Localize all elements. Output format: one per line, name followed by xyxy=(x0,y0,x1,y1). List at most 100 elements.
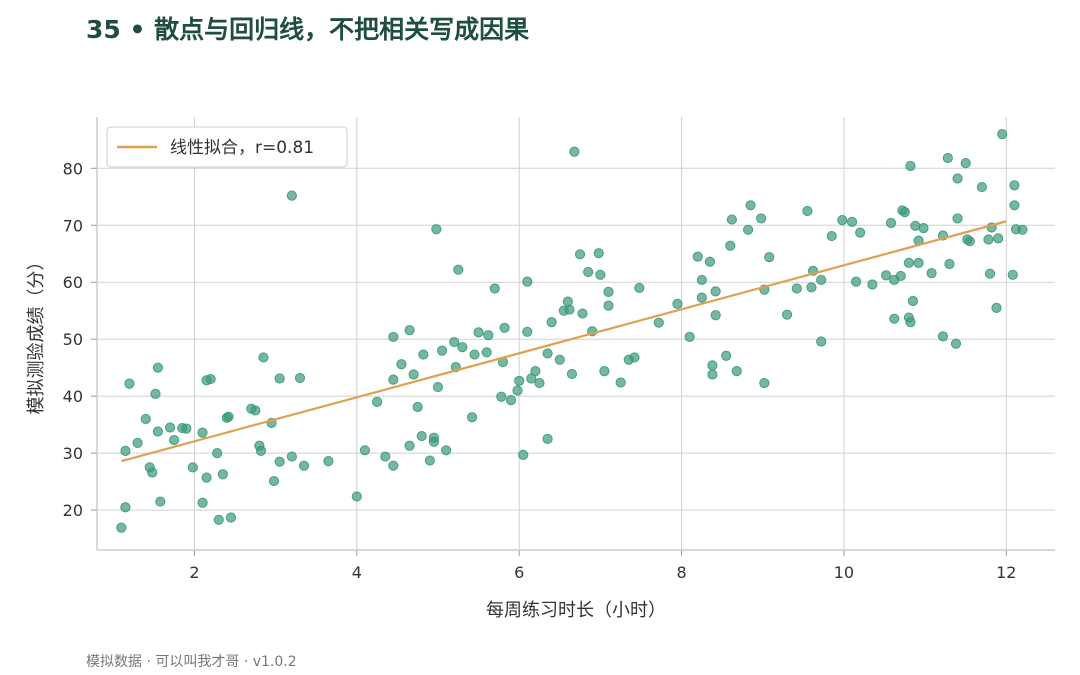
data-point xyxy=(223,411,234,422)
data-point xyxy=(855,227,866,238)
data-point xyxy=(120,445,131,456)
axes xyxy=(91,117,1055,556)
data-point xyxy=(707,369,718,380)
data-point xyxy=(140,413,151,425)
y-tick-label: 80 xyxy=(63,159,83,178)
data-point xyxy=(514,375,525,386)
data-point xyxy=(731,366,742,377)
data-point xyxy=(725,240,736,251)
data-point xyxy=(505,395,517,406)
data-point xyxy=(388,374,399,385)
data-point xyxy=(885,217,897,229)
data-point xyxy=(255,445,267,456)
data-point xyxy=(595,269,606,280)
page-title: 35 • 散点与回归线，不把相关写成因果 xyxy=(86,15,530,44)
data-point xyxy=(530,366,541,377)
data-point xyxy=(566,368,578,380)
data-point xyxy=(554,354,565,365)
data-point xyxy=(499,322,510,333)
data-point xyxy=(481,347,492,358)
data-point xyxy=(388,331,399,343)
data-point xyxy=(512,385,523,396)
data-point xyxy=(564,304,575,315)
data-point xyxy=(449,336,460,348)
data-point xyxy=(791,283,802,294)
data-point xyxy=(867,279,878,290)
data-point xyxy=(696,292,707,303)
data-point xyxy=(629,352,640,363)
data-point xyxy=(380,451,391,462)
data-point xyxy=(937,331,949,342)
data-point xyxy=(707,360,718,371)
legend-box xyxy=(106,126,348,168)
data-point xyxy=(489,283,500,294)
data-point xyxy=(534,377,545,389)
data-point xyxy=(169,434,180,446)
data-point xyxy=(351,491,362,502)
data-point xyxy=(164,422,176,433)
data-point xyxy=(704,256,716,267)
data-point xyxy=(522,326,533,337)
data-point xyxy=(205,373,216,385)
x-axis-label: 每周练习时长（小时） xyxy=(486,600,666,621)
data-point xyxy=(997,128,1008,140)
data-point xyxy=(837,215,848,226)
data-point xyxy=(764,252,775,263)
data-point xyxy=(371,396,383,407)
data-point xyxy=(197,497,208,508)
data-point xyxy=(286,190,297,201)
data-point xyxy=(899,207,910,218)
y-tick-label: 50 xyxy=(63,330,83,349)
data-point xyxy=(250,405,261,416)
data-point xyxy=(546,317,557,328)
y-tick-label: 70 xyxy=(63,216,83,235)
x-tick-label: 6 xyxy=(514,563,524,582)
data-point xyxy=(756,213,767,224)
data-point xyxy=(294,372,306,384)
data-point xyxy=(993,233,1004,244)
data-point xyxy=(846,216,858,227)
data-point xyxy=(574,249,586,260)
data-point xyxy=(991,302,1002,313)
data-point xyxy=(960,158,971,169)
data-point xyxy=(976,181,988,193)
y-tick-label: 30 xyxy=(63,444,83,463)
legend: 线性拟合，r=0.81 xyxy=(106,126,348,168)
data-point xyxy=(268,475,280,487)
data-point xyxy=(152,362,163,373)
data-point xyxy=(983,234,994,245)
data-point xyxy=(404,440,415,451)
data-point xyxy=(181,423,192,434)
data-point xyxy=(850,276,862,287)
data-point xyxy=(806,282,817,293)
data-point xyxy=(881,270,892,281)
data-point xyxy=(1009,200,1020,211)
data-point xyxy=(522,276,533,287)
x-tick-label: 8 xyxy=(676,563,686,582)
data-point xyxy=(418,349,429,360)
footer-note: 模拟数据 · 可以叫我才哥 · v1.0.2 xyxy=(86,654,297,670)
data-point xyxy=(721,350,732,361)
data-point xyxy=(542,433,553,445)
data-point xyxy=(496,391,507,402)
data-point xyxy=(918,222,929,234)
fit-line-group xyxy=(121,220,1007,463)
data-point xyxy=(323,456,334,467)
data-point xyxy=(710,310,721,321)
data-point xyxy=(905,317,916,328)
data-point xyxy=(907,295,919,307)
data-point xyxy=(424,455,435,466)
data-point xyxy=(201,472,212,483)
y-tick-label: 20 xyxy=(63,501,83,520)
x-tick-label: 2 xyxy=(189,563,199,582)
data-point xyxy=(217,469,228,480)
tick-labels: 2 4 6 8 10 12 20 30 40 50 60 70 80 xyxy=(63,159,1017,582)
data-point xyxy=(952,173,963,184)
data-point xyxy=(453,264,464,275)
data-point xyxy=(802,205,813,217)
y-tick-label: 60 xyxy=(63,273,83,292)
data-point xyxy=(816,336,827,347)
data-point xyxy=(944,258,955,270)
legend-label-fit: 线性拟合，r=0.81 xyxy=(170,138,314,158)
